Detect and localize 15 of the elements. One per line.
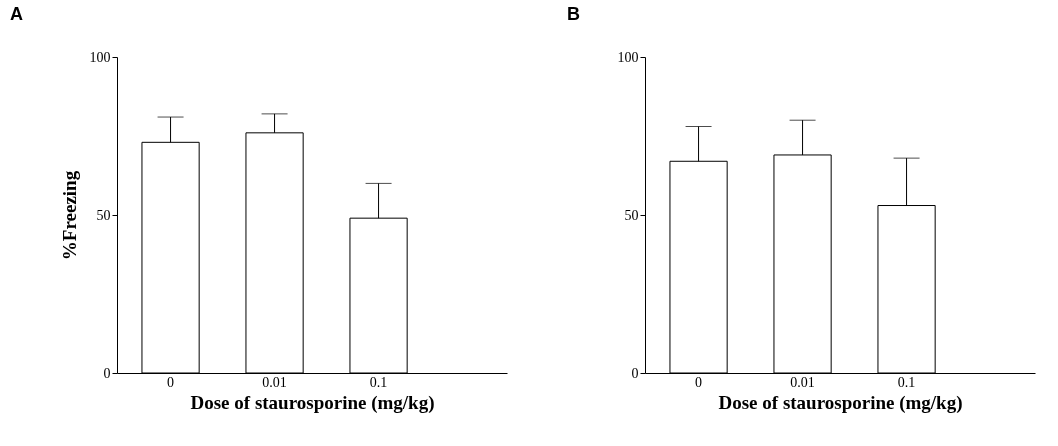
chart-title: A	[10, 4, 23, 24]
x-axis-title: Dose of staurosporine (mg/kg)	[190, 391, 435, 414]
y-axis-title: %Freezing	[58, 170, 80, 261]
x-tick-label: 0	[695, 374, 703, 390]
x-tick-label: 0.01	[790, 374, 815, 390]
x-tick-label: 0	[167, 374, 175, 390]
y-tick-label: 100	[89, 49, 111, 65]
x-tick-label: 0.1	[369, 374, 388, 390]
y-tick-label: 100	[617, 49, 639, 65]
x-axis-title: Dose of staurosporine (mg/kg)	[718, 391, 963, 414]
x-tick-label: 0.1	[897, 374, 916, 390]
y-tick-label: 50	[96, 207, 111, 223]
chart-title: B	[567, 4, 580, 24]
x-tick-label: 0.01	[262, 374, 287, 390]
y-tick-label: 50	[624, 207, 639, 223]
